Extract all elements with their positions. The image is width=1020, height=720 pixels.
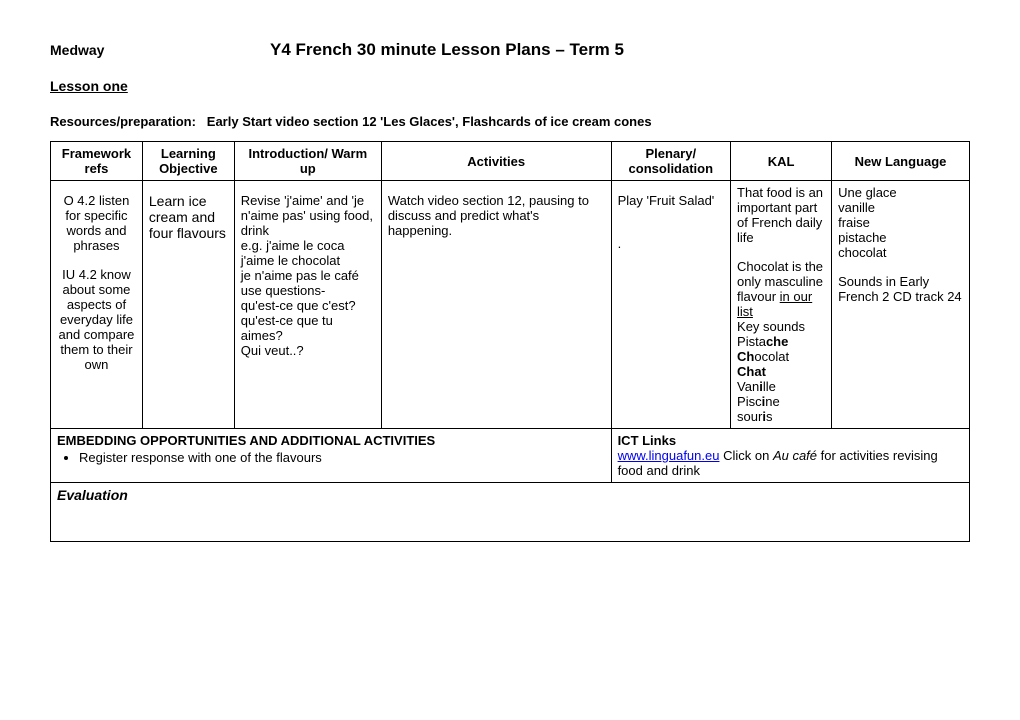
col-objective: Learning Objective (142, 142, 234, 181)
cell-embedding: EMBEDDING OPPORTUNITIES AND ADDITIONAL A… (51, 429, 612, 483)
cell-evaluation: Evaluation (51, 483, 970, 542)
ict-text1: Click on (719, 448, 772, 463)
page-title: Y4 French 30 minute Lesson Plans – Term … (270, 40, 624, 60)
ict-link[interactable]: www.linguafun.eu (618, 448, 720, 463)
objective-text: Learn ice cream and four flavours (149, 193, 228, 241)
resources-line: Resources/preparation: Early Start video… (50, 114, 970, 129)
intro-4: je n'aime pas le café (241, 268, 375, 283)
col-activities: Activities (381, 142, 611, 181)
newlang-6: Sounds in Early French 2 CD track 24 (838, 274, 963, 304)
ict-italic: Au café (773, 448, 817, 463)
intro-1: Revise 'j'aime' and 'je n'aime pas' usin… (241, 193, 375, 238)
lesson-table: Framework refs Learning Objective Introd… (50, 141, 970, 542)
embed-bullet: Register response with one of the flavou… (79, 450, 605, 465)
kal-6: Chat (737, 364, 825, 379)
cell-newlang: Une glace vanille fraise pistache chocol… (832, 181, 970, 429)
activities-text: Watch video section 12, pausing to discu… (388, 193, 605, 238)
col-kal: KAL (731, 142, 832, 181)
newlang-5: chocolat (838, 245, 963, 260)
newlang-4: pistache (838, 230, 963, 245)
newlang-1: Une glace (838, 185, 963, 200)
header-row: Medway Y4 French 30 minute Lesson Plans … (50, 40, 970, 60)
cell-kal: That food is an important part of French… (731, 181, 832, 429)
header-left: Medway (50, 42, 270, 58)
kal-7: Vanille (737, 379, 825, 394)
plenary-1: Play 'Fruit Salad' (618, 193, 724, 208)
table-header-row: Framework refs Learning Objective Introd… (51, 142, 970, 181)
table-eval-row: Evaluation (51, 483, 970, 542)
intro-8: Qui veut..? (241, 343, 375, 358)
col-intro: Introduction/ Warm up (234, 142, 381, 181)
col-plenary: Plenary/ consolidation (611, 142, 730, 181)
framework-1: O 4.2 listen for specific words and phra… (57, 193, 136, 253)
kal-5: Chocolat (737, 349, 825, 364)
resources-text: Early Start video section 12 'Les Glaces… (207, 114, 652, 129)
kal-3: Key sounds (737, 319, 825, 334)
evaluation-label: Evaluation (57, 487, 128, 503)
col-framework: Framework refs (51, 142, 143, 181)
framework-2: IU 4.2 know about some aspects of everyd… (57, 267, 136, 372)
cell-intro: Revise 'j'aime' and 'je n'aime pas' usin… (234, 181, 381, 429)
table-embed-row: EMBEDDING OPPORTUNITIES AND ADDITIONAL A… (51, 429, 970, 483)
kal-4: Pistache (737, 334, 825, 349)
lesson-label: Lesson one (50, 78, 970, 94)
cell-ict: ICT Links www.linguafun.eu Click on Au c… (611, 429, 969, 483)
newlang-3: fraise (838, 215, 963, 230)
col-newlang: New Language (832, 142, 970, 181)
table-row: O 4.2 listen for specific words and phra… (51, 181, 970, 429)
embed-title: EMBEDDING OPPORTUNITIES AND ADDITIONAL A… (57, 433, 605, 448)
intro-6: qu'est-ce que c'est? (241, 298, 375, 313)
plenary-2: . (618, 236, 724, 251)
cell-activities: Watch video section 12, pausing to discu… (381, 181, 611, 429)
cell-framework: O 4.2 listen for specific words and phra… (51, 181, 143, 429)
newlang-2: vanille (838, 200, 963, 215)
intro-3: j'aime le chocolat (241, 253, 375, 268)
ict-title: ICT Links (618, 433, 963, 448)
cell-plenary: Play 'Fruit Salad' . (611, 181, 730, 429)
kal-9: souris (737, 409, 825, 424)
kal-2: Chocolat is the only masculine flavour i… (737, 259, 825, 319)
kal-8: Piscine (737, 394, 825, 409)
kal-1: That food is an important part of French… (737, 185, 825, 245)
intro-2: e.g. j'aime le coca (241, 238, 375, 253)
intro-5: use questions- (241, 283, 375, 298)
cell-objective: Learn ice cream and four flavours (142, 181, 234, 429)
resources-prefix: Resources/preparation: (50, 114, 196, 129)
intro-7: qu'est-ce que tu aimes? (241, 313, 375, 343)
